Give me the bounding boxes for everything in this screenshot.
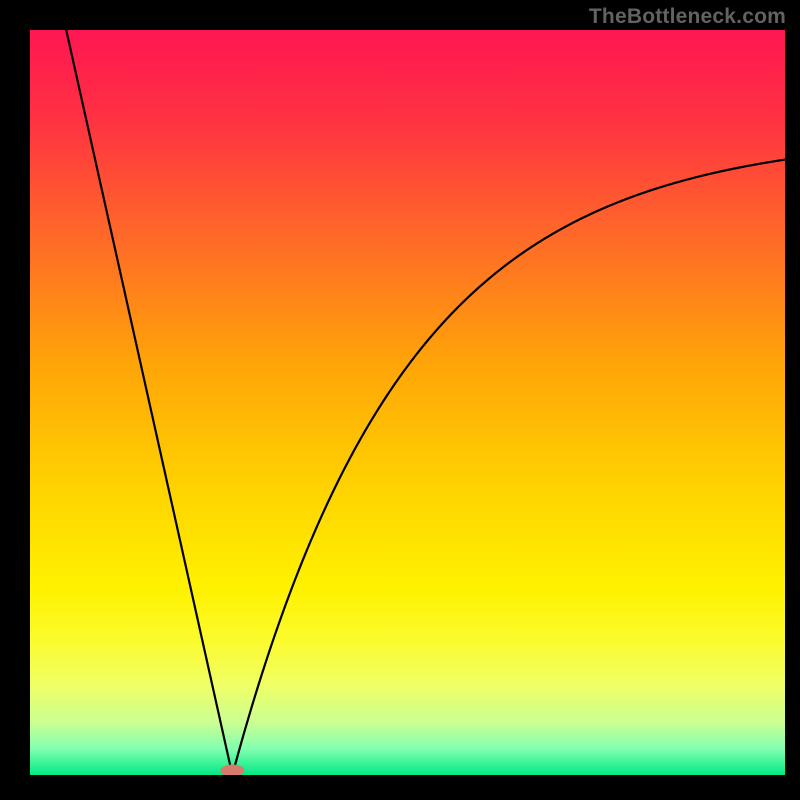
watermark-text: TheBottleneck.com	[589, 5, 786, 29]
bottleneck-curve-plot	[30, 30, 785, 775]
plot-background	[30, 30, 785, 775]
